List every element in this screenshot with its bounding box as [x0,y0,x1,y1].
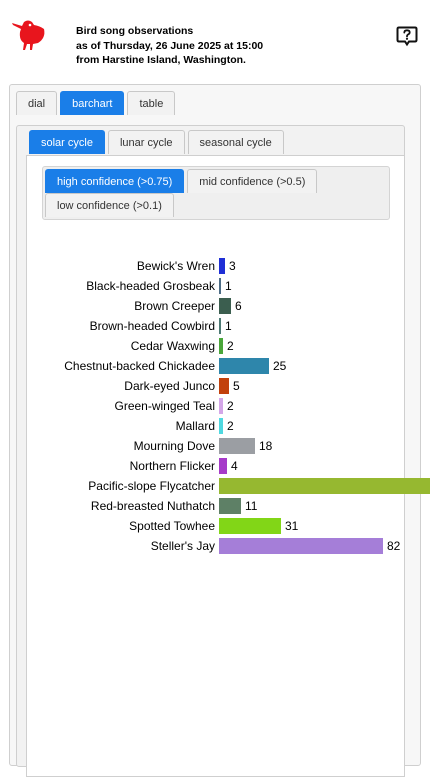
confidence-tabs: high confidence (>0.75) mid confidence (… [45,169,385,217]
view-tabs: dial barchart table [16,91,178,115]
red-bird-icon [12,20,45,50]
tab-high-confidence[interactable]: high confidence (>0.75) [45,169,185,193]
tab-dial[interactable]: dial [16,91,58,115]
tab-solar-cycle[interactable]: solar cycle [29,130,105,154]
title-line-3: from Harstine Island, Washington. [76,54,246,66]
tab-seasonal-cycle[interactable]: seasonal cycle [187,130,284,154]
help-speech-icon[interactable] [396,25,418,47]
title-line-2: as of Thursday, 26 June 2025 at 15:00 [76,39,264,52]
tab-barchart[interactable]: barchart [60,91,125,115]
tab-table[interactable]: table [127,91,176,115]
chart-panel [26,155,405,777]
cycle-tabs: solar cycle lunar cycle seasonal cycle [29,130,287,154]
title-line-1: Bird song observations [76,25,194,37]
observation-title: Bird song observations as of Thursday, 2… [76,24,263,68]
tab-lunar-cycle[interactable]: lunar cycle [107,130,185,154]
app-header: Bird song observations as of Thursday, 2… [0,0,430,80]
tab-mid-confidence[interactable]: mid confidence (>0.5) [187,169,318,193]
tab-low-confidence[interactable]: low confidence (>0.1) [45,193,174,217]
confidence-filter: high confidence (>0.75) mid confidence (… [42,166,390,220]
